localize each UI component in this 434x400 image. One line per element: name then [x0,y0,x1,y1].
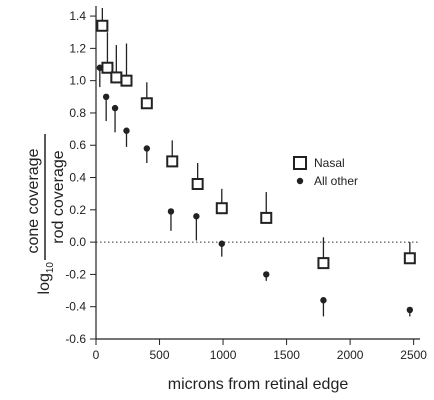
point-nasal [166,155,179,168]
point-all-other [320,297,327,304]
x-tick-label: 2000 [337,348,364,362]
point-nasal [403,252,416,265]
y-tick-label: -0.2 [65,267,86,281]
point-all-other [406,306,414,314]
legend-marker-all-other [296,177,304,185]
point-nasal [140,97,153,110]
point-all-other [111,104,119,112]
point-all-other [193,213,200,220]
y-tick-label: 0.2 [69,203,86,217]
axes: -0.6 -0.4 -0.2 0.0 0.2 0.4 0.6 0.8 1.0 1.2 1.4 0 500… [65,6,427,362]
y-axis-title-denominator: rod coverage [50,150,67,243]
legend-label-all-other: All other [314,174,358,188]
y-axis-title-log: log10 [36,262,56,295]
point-nasal [101,61,114,74]
x-tick-label: 500 [150,348,170,362]
y-axis-log-label: log [36,273,53,294]
point-all-other [102,93,110,101]
point-all-other [167,208,175,215]
plot-area [96,8,416,317]
y-tick-label: -0.6 [65,332,86,346]
legend-label-nasal: Nasal [314,156,345,170]
point-all-other [218,240,225,247]
point-nasal [260,211,273,224]
point-nasal [120,74,133,87]
x-axis-title: microns from retinal edge [168,376,349,393]
point-all-other [123,127,130,134]
y-tick-label: -0.4 [65,300,86,314]
y-tick-label: 1.0 [69,74,86,88]
point-all-other [143,145,151,152]
y-tick-label: 0.6 [69,138,86,152]
point-all-other [96,64,104,71]
y-tick-label: 1.2 [69,41,86,55]
x-tick-label: 2500 [400,348,427,362]
point-nasal [215,202,228,215]
y-tick-label: 0.4 [69,171,86,185]
x-tick-label: 0 [93,348,100,362]
y-tick-label: 0.8 [69,106,86,120]
y-tick-label: 1.4 [69,9,86,23]
point-nasal [96,19,109,32]
y-axis-title: cone coverage log10 rod coverage [25,134,67,294]
y-tick-label: 0.0 [69,235,86,249]
point-all-other [263,271,270,278]
legend-marker-nasal [293,156,307,170]
point-nasal [317,257,330,270]
x-tick-label: 1500 [273,348,300,362]
point-nasal [191,177,204,190]
y-axis-title-numerator: cone coverage [25,148,42,253]
x-tick-label: 1000 [210,348,237,362]
point-nasal [110,71,123,84]
legend: Nasal All other [293,156,358,188]
y-axis-log-subscript: 10 [45,262,56,274]
